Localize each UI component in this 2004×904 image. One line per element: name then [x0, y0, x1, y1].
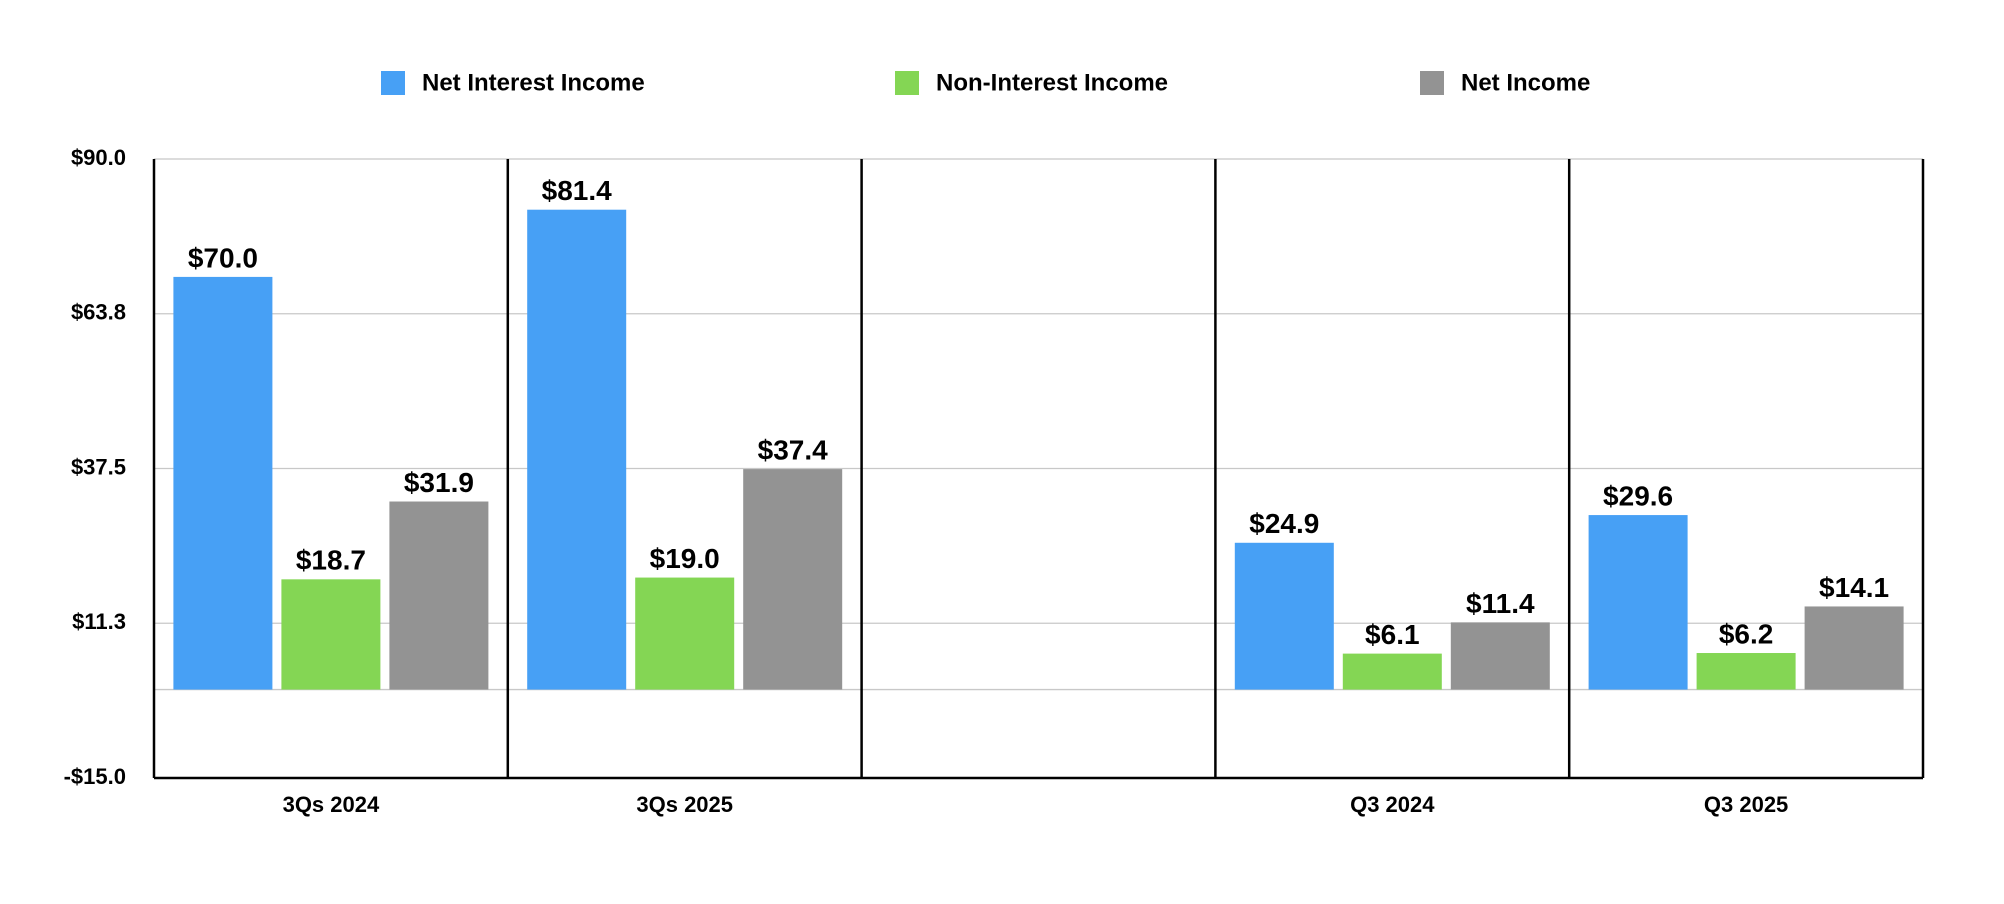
bar — [1450, 622, 1550, 690]
value-label: $70.0 — [188, 242, 258, 273]
legend-swatch — [1420, 71, 1444, 95]
legend-label: Net Income — [1461, 69, 1590, 96]
value-label: $19.0 — [650, 543, 720, 574]
value-label: $81.4 — [542, 175, 612, 206]
bar — [1234, 542, 1334, 690]
value-label: $14.1 — [1819, 572, 1889, 603]
value-label: $29.6 — [1603, 480, 1673, 511]
bar — [527, 209, 627, 690]
x-tick-label: 3Qs 2024 — [283, 792, 380, 817]
value-label: $6.1 — [1365, 619, 1420, 650]
value-label: $31.9 — [404, 467, 474, 498]
bar — [635, 577, 735, 690]
bar — [173, 276, 273, 690]
legend-label: Non-Interest Income — [936, 69, 1168, 96]
y-tick-label: $63.8 — [71, 300, 126, 325]
x-tick-label: Q3 2025 — [1704, 792, 1788, 817]
bar — [281, 579, 381, 690]
x-tick-label: Q3 2024 — [1350, 792, 1435, 817]
bar — [1804, 606, 1904, 690]
legend-label: Net Interest Income — [422, 69, 645, 96]
legend-swatch — [895, 71, 919, 95]
value-label: $11.4 — [1466, 588, 1535, 619]
x-tick-label: 3Qs 2025 — [636, 792, 733, 817]
y-tick-label: $11.3 — [72, 609, 126, 634]
bar — [1696, 653, 1796, 690]
value-label: $24.9 — [1249, 508, 1319, 539]
y-tick-label: $37.5 — [71, 454, 126, 479]
y-tick-label: $90.0 — [71, 145, 126, 170]
y-tick-label: -$15.0 — [64, 764, 126, 789]
value-label: $6.2 — [1719, 618, 1774, 649]
bar — [1342, 653, 1442, 690]
bar — [1588, 515, 1688, 690]
bar — [389, 501, 489, 690]
value-label: $37.4 — [758, 434, 828, 465]
bar — [743, 469, 843, 690]
value-label: $18.7 — [296, 545, 366, 576]
legend-swatch — [381, 71, 405, 95]
